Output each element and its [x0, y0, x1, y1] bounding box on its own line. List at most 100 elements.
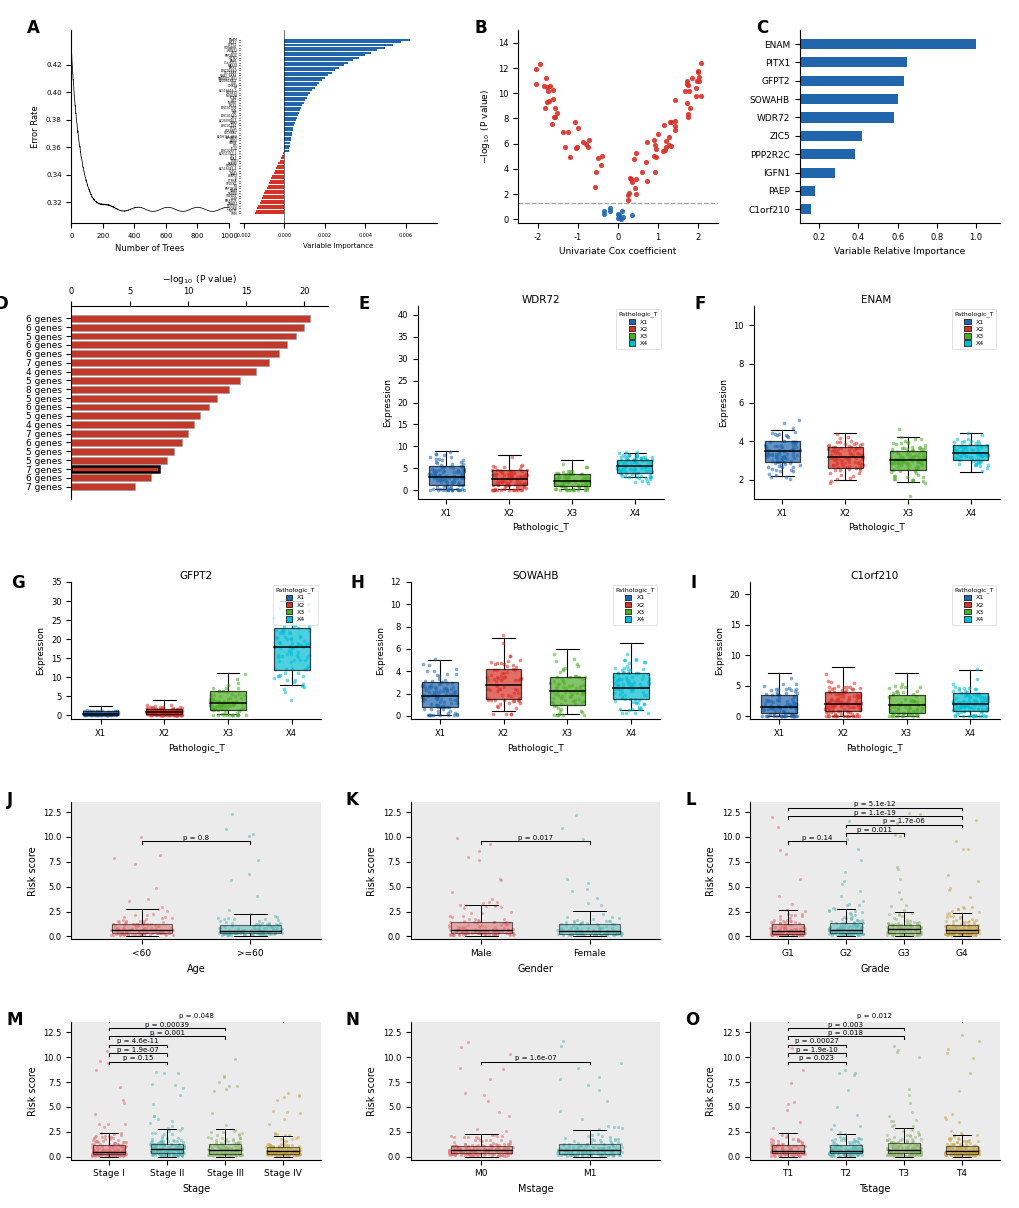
Point [853, 446, 869, 465]
Point [884, 697, 901, 716]
Point [507, 657, 524, 676]
Point [906, 1140, 922, 1160]
Point [827, 441, 844, 460]
Point [213, 693, 229, 713]
Point [820, 920, 837, 940]
Point [636, 458, 652, 477]
Point [834, 1128, 850, 1148]
Point [886, 707, 902, 726]
Point [452, 1144, 469, 1163]
Point [551, 1102, 568, 1121]
Point [108, 918, 124, 937]
Point [109, 920, 125, 940]
Point [850, 1144, 866, 1163]
Point [840, 1145, 856, 1165]
Point [590, 1067, 606, 1086]
Point [153, 1145, 169, 1165]
Point [823, 1144, 840, 1163]
Point [287, 1145, 304, 1165]
Bar [780, 168, 835, 178]
Point [951, 698, 967, 718]
Point [786, 923, 802, 942]
Point [267, 920, 283, 940]
Point [775, 698, 792, 718]
Point [882, 453, 899, 472]
Point [836, 1144, 852, 1163]
Point [143, 705, 159, 725]
Point [945, 1134, 961, 1154]
Point [580, 1145, 596, 1165]
Point [438, 475, 454, 494]
Point [482, 1136, 498, 1155]
Point [825, 899, 842, 918]
Point [626, 149, 642, 168]
Point [284, 614, 301, 633]
Point [846, 912, 862, 931]
Point [949, 900, 965, 919]
Point [92, 701, 108, 720]
Point [780, 914, 796, 934]
Point [777, 1144, 794, 1163]
Point [79, 705, 96, 725]
Point [248, 914, 264, 934]
Point [271, 913, 287, 933]
Point [224, 1144, 240, 1163]
Point [781, 1143, 797, 1162]
Point [893, 890, 909, 910]
Point [779, 1094, 795, 1114]
Point [890, 443, 906, 463]
Point [565, 480, 581, 499]
Point [220, 705, 236, 725]
Point [108, 1143, 124, 1162]
Bar [220, 925, 280, 933]
Point [430, 684, 446, 703]
Point [594, 924, 610, 943]
Point [770, 1146, 787, 1166]
Point [433, 469, 449, 488]
Point [285, 673, 302, 692]
Point [230, 701, 247, 720]
Point [830, 1146, 847, 1166]
Point [763, 925, 780, 945]
Point [278, 1140, 294, 1160]
Point [623, 676, 639, 696]
Point [763, 1134, 780, 1154]
Point [783, 705, 799, 725]
Point [485, 465, 501, 484]
Point [609, 664, 626, 684]
Point [879, 919, 896, 939]
Point [775, 916, 792, 935]
Point [841, 904, 857, 923]
Point [767, 460, 784, 480]
Point [164, 1123, 180, 1143]
Point [947, 442, 963, 461]
Point [891, 695, 907, 714]
Point [448, 469, 465, 488]
Point [263, 1143, 279, 1162]
Point [955, 701, 971, 720]
Point [437, 470, 453, 489]
Point [153, 1132, 169, 1151]
Point [880, 1144, 897, 1163]
Point [910, 449, 926, 469]
Point [427, 466, 443, 486]
Point [84, 1137, 100, 1156]
Point [787, 920, 803, 940]
Point [462, 1145, 478, 1165]
Point [495, 910, 512, 929]
Point [416, 686, 432, 705]
Point [89, 1144, 105, 1163]
Point [906, 461, 922, 481]
Point [444, 1143, 461, 1162]
Point [848, 910, 864, 929]
Point [611, 699, 628, 719]
Point [89, 1138, 105, 1157]
Point [469, 913, 485, 933]
Point [960, 679, 976, 698]
Point [894, 1129, 910, 1149]
Point [967, 925, 983, 945]
Point [773, 1139, 790, 1158]
Point [825, 460, 842, 480]
Point [942, 1144, 958, 1163]
Point [830, 1142, 847, 1161]
